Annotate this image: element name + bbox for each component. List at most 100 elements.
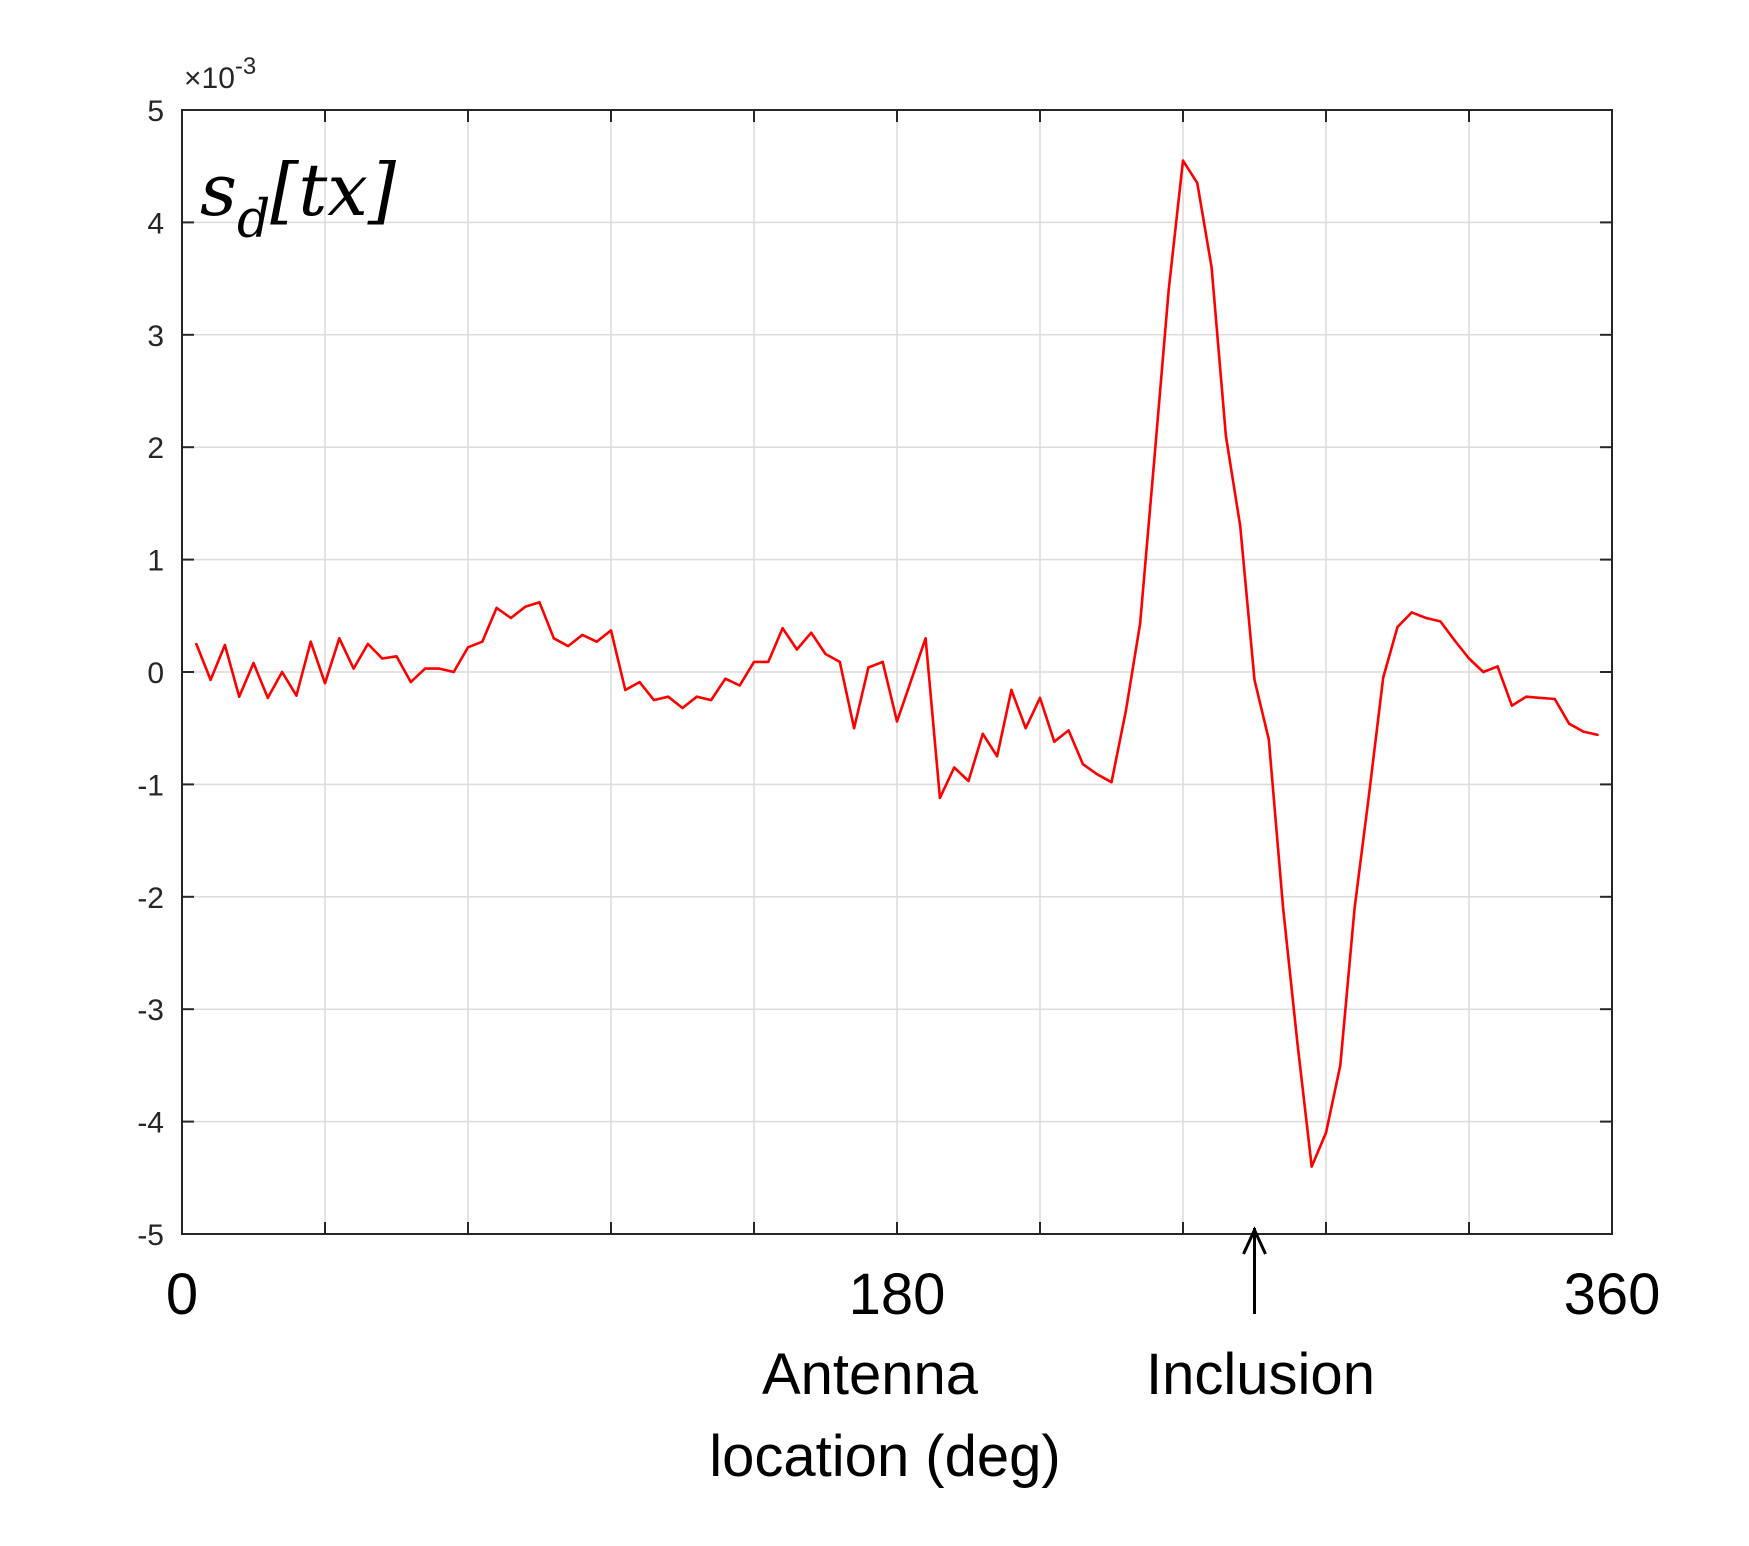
data-point bbox=[1253, 678, 1256, 682]
data-point bbox=[352, 667, 355, 670]
x-tick-label: 180 bbox=[849, 1262, 946, 1327]
data-point bbox=[1367, 794, 1371, 797]
data-point bbox=[624, 688, 627, 692]
title-argument: [tx] bbox=[270, 148, 397, 232]
data-point bbox=[867, 666, 870, 669]
grid-lines bbox=[182, 110, 1612, 1234]
y-tick-label: -4 bbox=[137, 1107, 164, 1140]
data-point bbox=[767, 660, 770, 664]
data-point bbox=[1067, 729, 1070, 732]
data-point bbox=[781, 627, 784, 630]
data-point bbox=[1167, 288, 1170, 291]
data-point bbox=[838, 660, 841, 664]
data-point bbox=[466, 646, 470, 649]
data-point bbox=[195, 642, 198, 646]
chart-title: sd[tx] bbox=[200, 148, 397, 250]
data-point bbox=[381, 657, 384, 660]
data-point bbox=[309, 640, 312, 643]
data-point bbox=[1010, 688, 1013, 692]
data-point bbox=[1324, 1131, 1328, 1135]
data-point bbox=[1267, 738, 1271, 741]
y-tick-label: 0 bbox=[147, 657, 164, 690]
data-point bbox=[280, 670, 284, 674]
y-tick-label: -3 bbox=[137, 994, 164, 1027]
data-point bbox=[981, 732, 984, 735]
data-point bbox=[481, 640, 484, 643]
data-point bbox=[1310, 1165, 1313, 1168]
data-point bbox=[495, 606, 498, 610]
y-tick-label: 4 bbox=[147, 207, 164, 240]
data-point bbox=[1582, 730, 1585, 733]
data-point bbox=[953, 766, 956, 769]
data-point bbox=[638, 680, 641, 684]
series-layer bbox=[195, 159, 1599, 1168]
data-point bbox=[438, 667, 441, 670]
y-tick-labels: 5 4 3 2 1 0 -1 -2 -3 -4 -5 bbox=[137, 95, 164, 1252]
data-point bbox=[709, 698, 713, 702]
data-point bbox=[295, 694, 298, 697]
y-tick-label: 2 bbox=[147, 432, 164, 465]
data-point bbox=[967, 779, 970, 783]
data-point bbox=[566, 644, 570, 648]
data-point bbox=[1024, 727, 1027, 730]
y-tick-label: 5 bbox=[147, 95, 164, 128]
data-point bbox=[1496, 665, 1499, 668]
data-point bbox=[910, 678, 913, 682]
data-point bbox=[652, 698, 656, 702]
data-point bbox=[1038, 696, 1042, 700]
data-point bbox=[1096, 773, 1099, 776]
data-point bbox=[881, 660, 884, 664]
data-point bbox=[724, 677, 727, 680]
y-tick-label: -1 bbox=[137, 769, 164, 802]
inclusion-arrow-head bbox=[1242, 1226, 1267, 1255]
data-point bbox=[1281, 906, 1285, 910]
x-tick-label: 360 bbox=[1564, 1262, 1661, 1327]
y-axis-exponent: ×10-3 bbox=[184, 53, 256, 95]
data-point bbox=[938, 796, 942, 800]
data-point bbox=[323, 682, 327, 685]
data-point bbox=[695, 695, 698, 698]
data-point bbox=[1525, 695, 1528, 698]
data-point bbox=[266, 696, 269, 700]
data-point bbox=[752, 660, 756, 664]
y-tick-label: -5 bbox=[137, 1219, 164, 1252]
data-point bbox=[1138, 622, 1142, 625]
data-point bbox=[209, 678, 212, 682]
x-tick-labels: 0 180 360 bbox=[166, 1262, 1661, 1327]
data-point bbox=[409, 680, 412, 684]
data-point bbox=[238, 695, 241, 698]
data-point bbox=[1110, 781, 1113, 784]
data-point bbox=[595, 640, 598, 643]
data-point bbox=[1296, 1041, 1299, 1045]
data-point bbox=[895, 720, 899, 723]
data-point bbox=[509, 616, 513, 620]
data-point bbox=[1224, 434, 1228, 438]
data-point bbox=[252, 661, 255, 665]
data-point bbox=[1453, 639, 1456, 642]
exponent-base: ×10 bbox=[184, 62, 235, 95]
data-point bbox=[795, 648, 799, 651]
data-point bbox=[609, 629, 613, 632]
data-point bbox=[338, 637, 341, 640]
title-subscript: d bbox=[237, 190, 270, 250]
data-point bbox=[1239, 524, 1242, 528]
data-point bbox=[452, 670, 455, 674]
data-point bbox=[1124, 710, 1128, 713]
x-axis-label-line-2: location (deg) bbox=[709, 1424, 1060, 1489]
data-point bbox=[1596, 733, 1599, 737]
data-point bbox=[1153, 457, 1156, 460]
x-axis-label-line-1: Antenna bbox=[762, 1342, 979, 1407]
x-tick-label: 0 bbox=[166, 1262, 198, 1327]
y-tick-label: 3 bbox=[147, 320, 164, 353]
data-point bbox=[924, 637, 927, 640]
data-point bbox=[824, 652, 827, 656]
data-point bbox=[852, 727, 856, 730]
data-point bbox=[667, 695, 670, 698]
data-point bbox=[1210, 266, 1213, 269]
data-point bbox=[1439, 620, 1442, 623]
exponent-power: -3 bbox=[235, 53, 256, 80]
y-tick-label: 1 bbox=[147, 545, 164, 578]
data-point bbox=[810, 631, 813, 634]
data-point bbox=[995, 755, 999, 758]
